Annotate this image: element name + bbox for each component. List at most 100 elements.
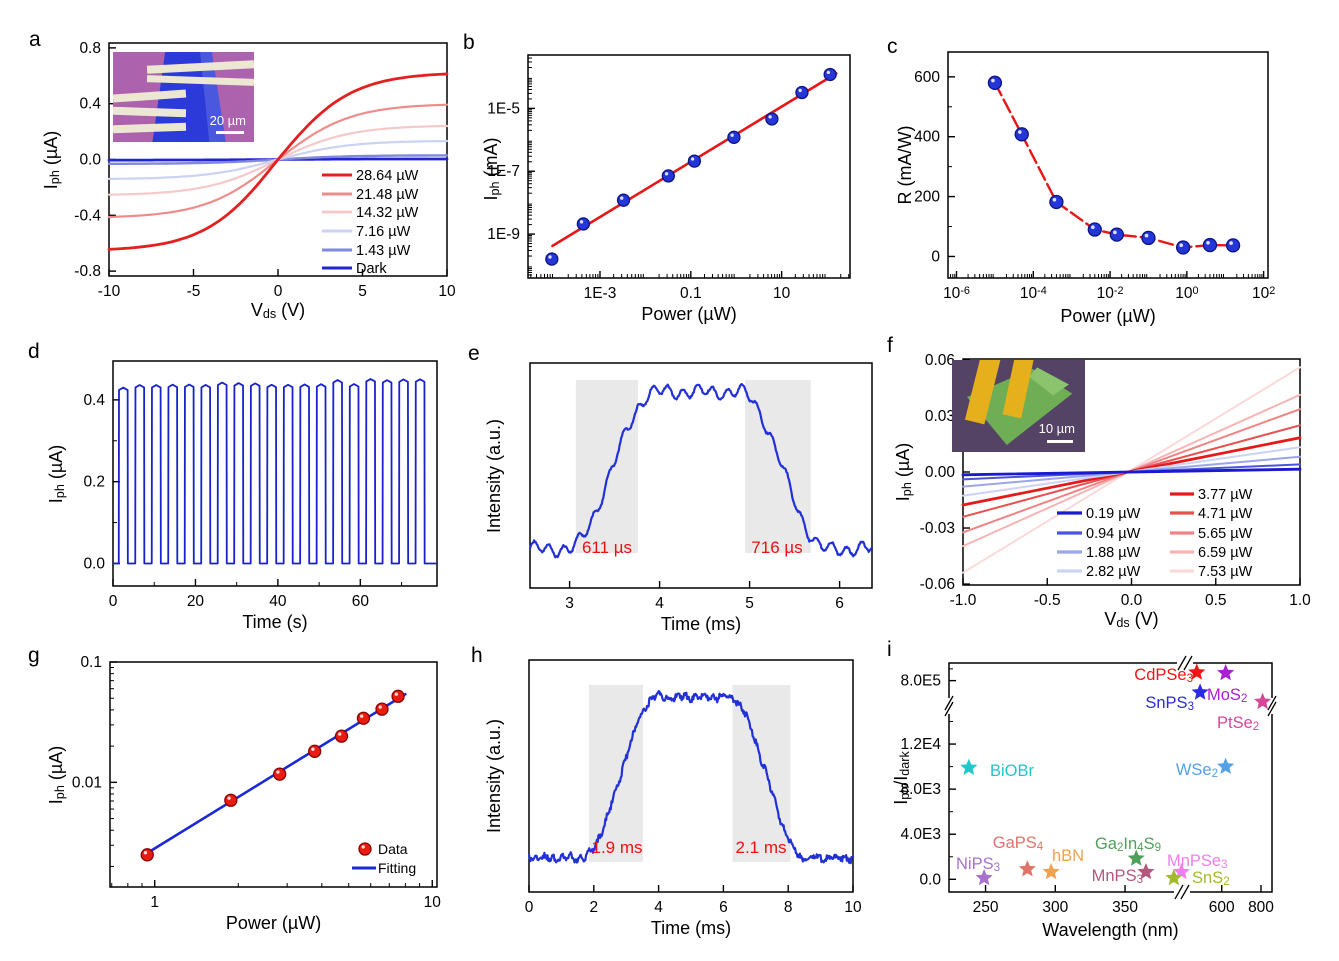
svg-text:Power (µW): Power (µW) <box>1060 306 1155 326</box>
svg-text:0.0: 0.0 <box>79 152 101 169</box>
panel-f-device-microscope-image: 10 µm <box>952 360 1085 452</box>
svg-text:14.32 µW: 14.32 µW <box>356 205 419 221</box>
svg-text:hBN: hBN <box>1052 847 1084 865</box>
svg-text:0.0: 0.0 <box>83 556 105 573</box>
svg-text:1E-7: 1E-7 <box>487 163 520 180</box>
svg-text:1E-9: 1E-9 <box>487 226 520 243</box>
svg-text:200: 200 <box>914 189 940 206</box>
svg-text:-0.06: -0.06 <box>920 576 955 593</box>
svg-text:0.1: 0.1 <box>680 285 702 302</box>
panel-c-letter: c <box>887 35 898 58</box>
svg-text:0.5: 0.5 <box>1205 592 1227 609</box>
svg-text:0.8: 0.8 <box>79 40 101 57</box>
svg-text:Iph (µA): Iph (µA) <box>46 445 67 503</box>
svg-text:-10: -10 <box>98 283 121 300</box>
svg-text:NiPS3: NiPS3 <box>956 855 1000 874</box>
svg-text:MnPSe3: MnPSe3 <box>1167 852 1228 871</box>
svg-text:Time (ms): Time (ms) <box>651 918 731 938</box>
svg-text:400: 400 <box>914 129 940 146</box>
svg-text:10-2: 10-2 <box>1097 285 1124 302</box>
svg-text:0.06: 0.06 <box>925 352 955 369</box>
svg-text:1E-5: 1E-5 <box>487 100 520 117</box>
svg-text:6: 6 <box>835 595 844 612</box>
svg-text:2.1 ms: 2.1 ms <box>735 838 786 857</box>
svg-text:0.1: 0.1 <box>80 654 102 671</box>
svg-text:1: 1 <box>150 894 159 911</box>
svg-text:BiOBr: BiOBr <box>990 762 1035 780</box>
svg-text:10: 10 <box>438 283 456 300</box>
svg-text:-5: -5 <box>187 283 201 300</box>
svg-text:Time (s): Time (s) <box>242 612 307 632</box>
svg-text:1.2E4: 1.2E4 <box>900 736 941 753</box>
svg-text:5: 5 <box>745 595 754 612</box>
svg-text:Power (µW): Power (µW) <box>226 913 321 933</box>
svg-text:6: 6 <box>719 899 728 916</box>
svg-text:0.4: 0.4 <box>83 392 105 409</box>
svg-text:0: 0 <box>525 899 534 916</box>
panel-h-letter: h <box>471 644 483 667</box>
svg-text:0.03: 0.03 <box>925 408 955 425</box>
svg-text:Power (µW): Power (µW) <box>641 304 736 324</box>
svg-text:0: 0 <box>274 283 283 300</box>
svg-text:0.2: 0.2 <box>83 474 105 491</box>
svg-text:-1.0: -1.0 <box>950 592 977 609</box>
svg-text:Intensity (a.u.): Intensity (a.u.) <box>484 419 504 533</box>
svg-text:MoS2: MoS2 <box>1207 686 1247 705</box>
svg-text:-0.03: -0.03 <box>920 520 955 537</box>
svg-text:6.59 µW: 6.59 µW <box>1198 545 1253 561</box>
svg-text:20: 20 <box>187 593 205 610</box>
svg-text:Wavelength (nm): Wavelength (nm) <box>1042 920 1178 940</box>
svg-text:2: 2 <box>589 899 598 916</box>
svg-text:4: 4 <box>655 595 664 612</box>
panel-d-letter: d <box>28 340 40 363</box>
scale-bar <box>216 131 244 134</box>
svg-text:716 µs: 716 µs <box>751 538 802 557</box>
svg-text:Iph/Idark: Iph/Idark <box>891 751 912 805</box>
svg-text:250: 250 <box>973 899 999 916</box>
svg-text:1E-3: 1E-3 <box>584 285 617 302</box>
svg-text:10: 10 <box>773 285 791 302</box>
svg-text:1.43 µW: 1.43 µW <box>356 243 411 259</box>
panel-b-letter: b <box>463 31 475 54</box>
svg-text:600: 600 <box>914 69 940 86</box>
svg-text:10-4: 10-4 <box>1020 285 1047 302</box>
svg-text:GaPS4: GaPS4 <box>993 834 1044 853</box>
svg-text:5.65 µW: 5.65 µW <box>1198 526 1253 542</box>
svg-text:100: 100 <box>1175 285 1198 302</box>
panel-i-letter: i <box>887 638 892 661</box>
svg-text:Ga2In4S9: Ga2In4S9 <box>1095 835 1161 854</box>
svg-text:0.0: 0.0 <box>919 871 941 888</box>
svg-text:1.0: 1.0 <box>1289 592 1311 609</box>
svg-text:4.71 µW: 4.71 µW <box>1198 506 1253 522</box>
svg-text:611 µs: 611 µs <box>582 538 632 557</box>
svg-text:Time (ms): Time (ms) <box>661 614 741 634</box>
svg-text:Intensity (a.u.): Intensity (a.u.) <box>484 719 504 833</box>
scale-label: 20 µm <box>209 113 246 128</box>
svg-text:Iph (mA): Iph (mA) <box>481 137 502 200</box>
svg-text:7.53 µW: 7.53 µW <box>1198 564 1253 580</box>
svg-text:0.00: 0.00 <box>925 464 956 481</box>
scale-bar <box>1047 440 1073 443</box>
svg-text:28.64 µW: 28.64 µW <box>356 168 419 184</box>
svg-text:Vds (V): Vds (V) <box>1104 609 1158 630</box>
electrode <box>113 106 187 118</box>
svg-text:7.16 µW: 7.16 µW <box>356 224 411 240</box>
panel-a-device-microscope-image: 20 µm <box>113 52 254 142</box>
svg-text:10-6: 10-6 <box>943 285 970 302</box>
svg-text:102: 102 <box>1252 285 1275 302</box>
svg-text:Fitting: Fitting <box>378 860 416 876</box>
svg-text:WSe2: WSe2 <box>1176 761 1218 780</box>
svg-text:8.0E3: 8.0E3 <box>900 781 941 798</box>
svg-text:40: 40 <box>269 593 287 610</box>
svg-text:1.88 µW: 1.88 µW <box>1086 545 1141 561</box>
svg-text:Iph (µA): Iph (µA) <box>46 746 67 804</box>
panel-a-letter: a <box>29 28 41 51</box>
svg-text:8: 8 <box>784 899 793 916</box>
svg-text:Vds (V): Vds (V) <box>251 300 305 321</box>
svg-text:Iph (µA): Iph (µA) <box>41 131 62 189</box>
svg-text:-0.5: -0.5 <box>1034 592 1061 609</box>
svg-text:8.0E5: 8.0E5 <box>900 673 941 690</box>
svg-text:0.4: 0.4 <box>79 96 101 113</box>
